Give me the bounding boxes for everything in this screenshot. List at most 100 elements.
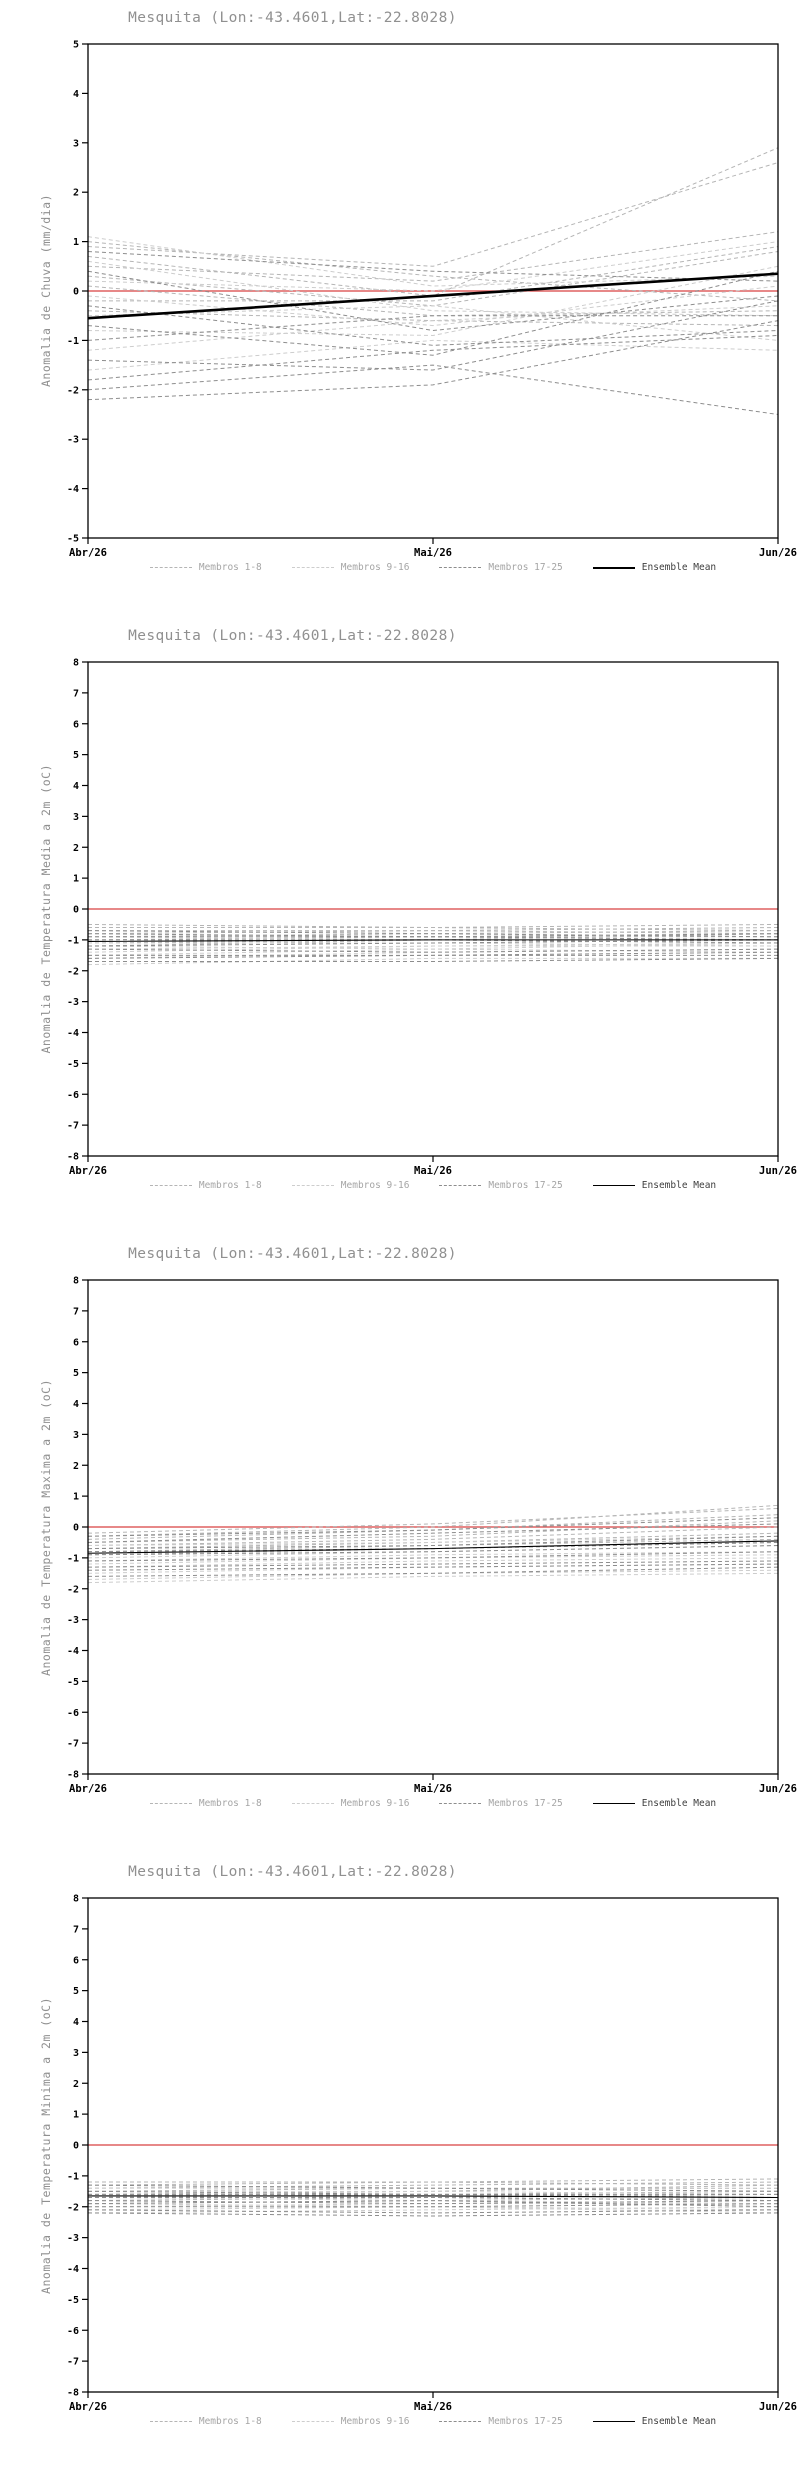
- legend-label: Ensemble Mean: [641, 1798, 717, 1809]
- svg-text:1: 1: [73, 2110, 79, 2121]
- svg-text:-7: -7: [67, 2357, 79, 2368]
- svg-text:-4: -4: [67, 1646, 79, 1657]
- svg-text:0: 0: [73, 905, 79, 916]
- svg-text:5: 5: [73, 1986, 79, 1997]
- legend-label: Membros 1-8: [198, 1180, 262, 1191]
- legend-label: Membros 1-8: [198, 562, 262, 573]
- svg-text:3: 3: [73, 2048, 79, 2059]
- plot-area-max-temp-anomaly: -8 -7 -6 -5 -4 -3 -2 -1 0 1 2 3 4 5 6 7 8 Abr/26 Mai/26 Jun…: [67, 1276, 797, 1796]
- svg-text:0: 0: [73, 287, 79, 298]
- chart-block-min-temp-anomaly: Mesquita (Lon:-43.4601,Lat:-22.8028) Ano…: [0, 1854, 800, 2472]
- legend-item-members-9-16: Membros 9-16: [291, 2416, 410, 2427]
- chart-block-rain-anomaly: Mesquita (Lon:-43.4601,Lat:-22.8028) Ano…: [0, 0, 800, 618]
- svg-text:-2: -2: [67, 385, 79, 396]
- svg-text:8: 8: [73, 1276, 79, 1287]
- svg-text:-4: -4: [67, 484, 79, 495]
- legend-item-members-1-8: Membros 1-8: [149, 1180, 262, 1191]
- legend-item-members-9-16: Membros 9-16: [291, 1798, 410, 1809]
- chart-title: Mesquita (Lon:-43.4601,Lat:-22.8028): [128, 1864, 457, 1880]
- svg-text:-7: -7: [67, 1739, 79, 1750]
- svg-text:-6: -6: [67, 1090, 79, 1101]
- svg-text:Mai/26: Mai/26: [414, 547, 452, 559]
- legend-label: Membros 17-25: [488, 1180, 563, 1191]
- svg-text:5: 5: [73, 1368, 79, 1379]
- svg-text:2: 2: [73, 843, 79, 854]
- legend-label: Membros 9-16: [340, 562, 410, 573]
- dashed-line-sample-icon: [291, 1185, 334, 1186]
- solid-line-sample-icon: [592, 1803, 635, 1804]
- svg-text:6: 6: [73, 719, 79, 730]
- svg-text:-1: -1: [67, 935, 79, 946]
- chart-block-mean-temp-anomaly: Mesquita (Lon:-43.4601,Lat:-22.8028) Ano…: [0, 618, 800, 1236]
- svg-text:-8: -8: [67, 1152, 79, 1163]
- svg-text:Abr/26: Abr/26: [69, 1165, 107, 1177]
- svg-text:-1: -1: [67, 336, 79, 347]
- legend: Membros 1-8 Membros 9-16 Membros 17-25 E…: [88, 1180, 778, 1191]
- svg-text:7: 7: [73, 1306, 79, 1317]
- svg-text:-4: -4: [67, 2264, 79, 2275]
- legend-label: Ensemble Mean: [641, 2416, 717, 2427]
- svg-text:-5: -5: [67, 2295, 79, 2306]
- svg-text:8: 8: [73, 1894, 79, 1905]
- svg-text:-1: -1: [67, 2171, 79, 2182]
- legend-label: Membros 9-16: [340, 1180, 410, 1191]
- svg-text:-8: -8: [67, 2388, 79, 2399]
- dashed-line-sample-icon: [149, 1185, 192, 1186]
- svg-text:-4: -4: [67, 1028, 79, 1039]
- svg-text:4: 4: [73, 781, 79, 792]
- svg-text:Abr/26: Abr/26: [69, 1783, 107, 1795]
- legend-label: Membros 9-16: [340, 1798, 410, 1809]
- svg-text:7: 7: [73, 1924, 79, 1935]
- dashed-line-sample-icon: [439, 1185, 482, 1186]
- svg-text:4: 4: [73, 1399, 79, 1410]
- svg-text:-8: -8: [67, 1770, 79, 1781]
- svg-text:-3: -3: [67, 435, 79, 446]
- svg-text:-6: -6: [67, 2326, 79, 2337]
- svg-text:-3: -3: [67, 997, 79, 1008]
- legend-label: Membros 9-16: [340, 2416, 410, 2427]
- dashed-line-sample-icon: [439, 2421, 482, 2422]
- svg-text:3: 3: [73, 138, 79, 149]
- dashed-line-sample-icon: [291, 2421, 334, 2422]
- legend-item-ensemble-mean: Ensemble Mean: [592, 1798, 717, 1809]
- svg-text:5: 5: [73, 750, 79, 761]
- svg-text:1: 1: [73, 1492, 79, 1503]
- svg-text:-5: -5: [67, 534, 79, 545]
- svg-text:5: 5: [73, 40, 79, 51]
- svg-text:Mai/26: Mai/26: [414, 2401, 452, 2413]
- svg-text:3: 3: [73, 1430, 79, 1441]
- svg-text:Abr/26: Abr/26: [69, 547, 107, 559]
- svg-text:4: 4: [73, 2017, 79, 2028]
- legend-item-ensemble-mean: Ensemble Mean: [592, 562, 716, 573]
- dashed-line-sample-icon: [149, 567, 192, 568]
- solid-line-sample-icon: [592, 566, 635, 569]
- svg-text:2: 2: [73, 2079, 79, 2090]
- svg-text:1: 1: [73, 237, 79, 248]
- svg-text:Jun/26: Jun/26: [759, 2401, 797, 2413]
- legend-item-members-1-8: Membros 1-8: [149, 2416, 262, 2427]
- svg-text:2: 2: [73, 188, 79, 199]
- svg-text:-2: -2: [67, 2202, 79, 2213]
- dashed-line-sample-icon: [149, 2421, 192, 2422]
- plot-area-rain-anomaly: -5 -4 -3 -2 -1 0 1 2 3 4 5 Abr/26 Mai/26 Jun/26: [67, 40, 797, 560]
- chart-title: Mesquita (Lon:-43.4601,Lat:-22.8028): [128, 628, 457, 644]
- legend-label: Membros 17-25: [488, 562, 563, 573]
- svg-text:2: 2: [73, 1461, 79, 1472]
- svg-text:-6: -6: [67, 1708, 79, 1719]
- solid-line-sample-icon: [592, 2421, 635, 2422]
- legend-label: Membros 17-25: [488, 2416, 563, 2427]
- legend: Membros 1-8 Membros 9-16 Membros 17-25 E…: [88, 562, 778, 573]
- plot-area-mean-temp-anomaly: -8 -7 -6 -5 -4 -3 -2 -1 0 1 2 3 4 5 6 7 8 Abr/26 Mai/26 Jun…: [67, 658, 797, 1178]
- svg-text:Jun/26: Jun/26: [759, 1783, 797, 1795]
- chart-title: Mesquita (Lon:-43.4601,Lat:-22.8028): [128, 1246, 457, 1262]
- chart-title: Mesquita (Lon:-43.4601,Lat:-22.8028): [128, 10, 457, 26]
- svg-text:Mai/26: Mai/26: [414, 1165, 452, 1177]
- legend-item-members-17-25: Membros 17-25: [439, 1798, 563, 1809]
- legend-item-members-9-16: Membros 9-16: [291, 562, 410, 573]
- svg-text:0: 0: [73, 1523, 79, 1534]
- svg-text:-1: -1: [67, 1553, 79, 1564]
- svg-text:-2: -2: [67, 966, 79, 977]
- legend-label: Membros 17-25: [488, 1798, 563, 1809]
- dashed-line-sample-icon: [291, 567, 334, 568]
- plot-area-min-temp-anomaly: -8 -7 -6 -5 -4 -3 -2 -1 0 1 2 3 4 5 6 7 8 Abr/26 Mai/26 Jun…: [67, 1894, 797, 2414]
